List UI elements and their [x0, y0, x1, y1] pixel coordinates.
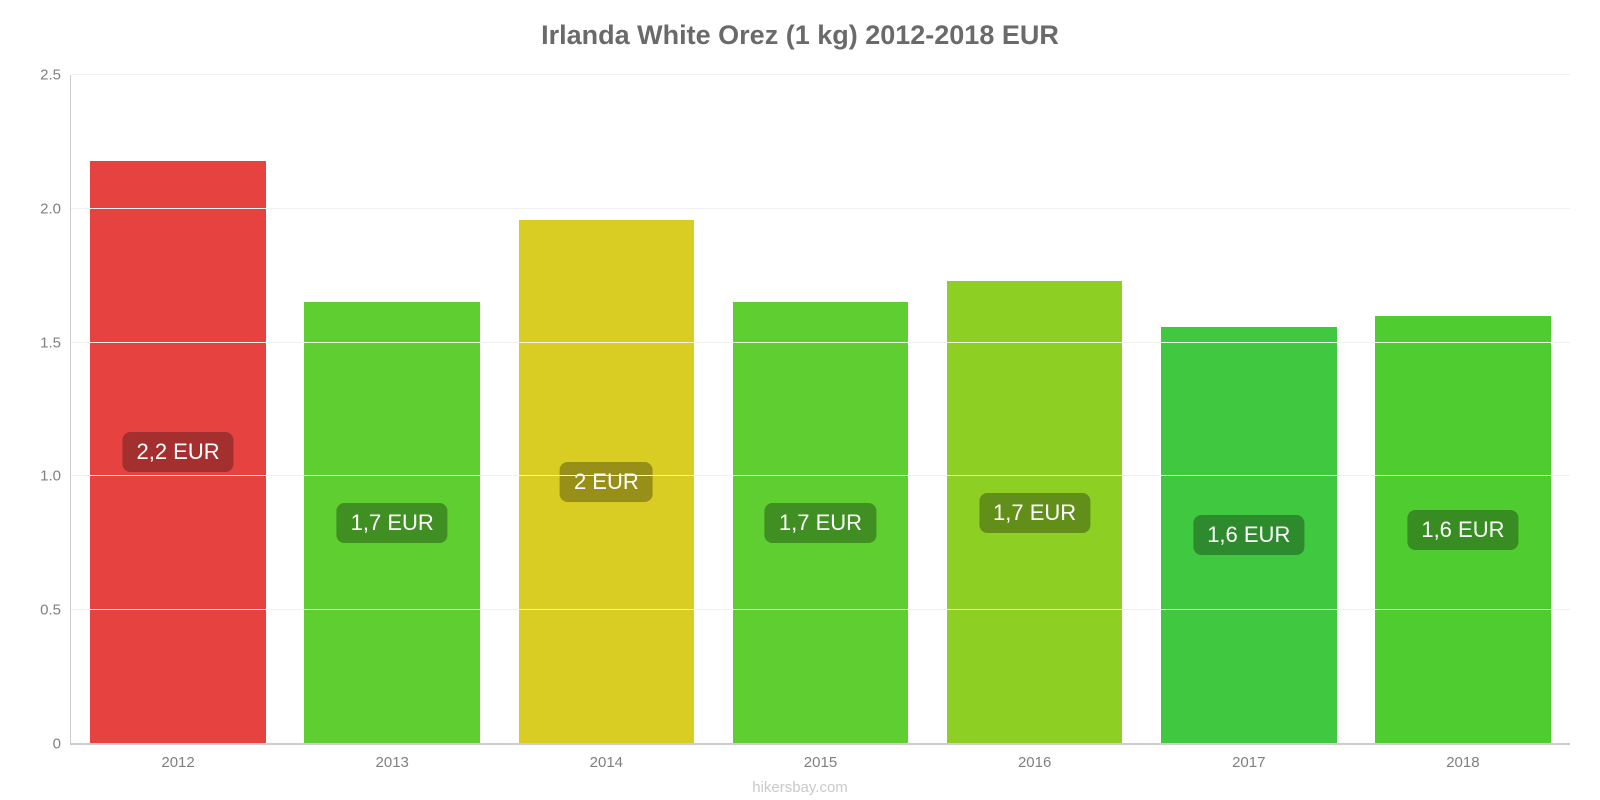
bar: 1,6 EUR — [1375, 316, 1551, 744]
y-tick-label: 1.0 — [40, 468, 71, 485]
bar: 2 EUR — [519, 220, 695, 744]
y-tick-label: 0 — [53, 736, 71, 753]
chart-title: Irlanda White Orez (1 kg) 2012-2018 EUR — [0, 20, 1600, 51]
x-tick-label: 2017 — [1232, 744, 1265, 771]
value-label: 1,6 EUR — [1193, 515, 1304, 555]
grid-line — [71, 743, 1570, 744]
attribution-text: hikersbay.com — [0, 779, 1600, 796]
value-label: 2 EUR — [560, 462, 653, 502]
y-tick-label: 2.0 — [40, 200, 71, 217]
bar-slot: 1,6 EUR2017 — [1142, 75, 1356, 744]
value-label: 2,2 EUR — [122, 432, 233, 472]
grid-line — [71, 208, 1570, 209]
bar-slot: 1,7 EUR2016 — [928, 75, 1142, 744]
grid-line — [71, 342, 1570, 343]
x-tick-label: 2014 — [590, 744, 623, 771]
x-tick-label: 2015 — [804, 744, 837, 771]
bar-slot: 2 EUR2014 — [499, 75, 713, 744]
bar: 1,7 EUR — [947, 281, 1123, 744]
bar: 1,6 EUR — [1161, 327, 1337, 744]
y-tick-label: 1.5 — [40, 334, 71, 351]
x-tick-label: 2018 — [1446, 744, 1479, 771]
grid-line — [71, 475, 1570, 476]
bar-slot: 1,7 EUR2013 — [285, 75, 499, 744]
value-label: 1,6 EUR — [1407, 510, 1518, 550]
bar-slot: 1,7 EUR2015 — [713, 75, 927, 744]
bar: 1,7 EUR — [304, 302, 480, 744]
bar: 2,2 EUR — [90, 161, 266, 744]
plot-area: 2,2 EUR20121,7 EUR20132 EUR20141,7 EUR20… — [70, 75, 1570, 745]
y-tick-label: 0.5 — [40, 602, 71, 619]
x-tick-label: 2012 — [161, 744, 194, 771]
value-label: 1,7 EUR — [337, 503, 448, 543]
grid-line — [71, 609, 1570, 610]
y-tick-label: 2.5 — [40, 67, 71, 84]
x-tick-label: 2016 — [1018, 744, 1051, 771]
value-label: 1,7 EUR — [979, 493, 1090, 533]
bar: 1,7 EUR — [733, 302, 909, 744]
value-label: 1,7 EUR — [765, 503, 876, 543]
bars-container: 2,2 EUR20121,7 EUR20132 EUR20141,7 EUR20… — [71, 75, 1570, 744]
grid-line — [71, 74, 1570, 75]
bar-slot: 2,2 EUR2012 — [71, 75, 285, 744]
x-tick-label: 2013 — [376, 744, 409, 771]
bar-slot: 1,6 EUR2018 — [1356, 75, 1570, 744]
